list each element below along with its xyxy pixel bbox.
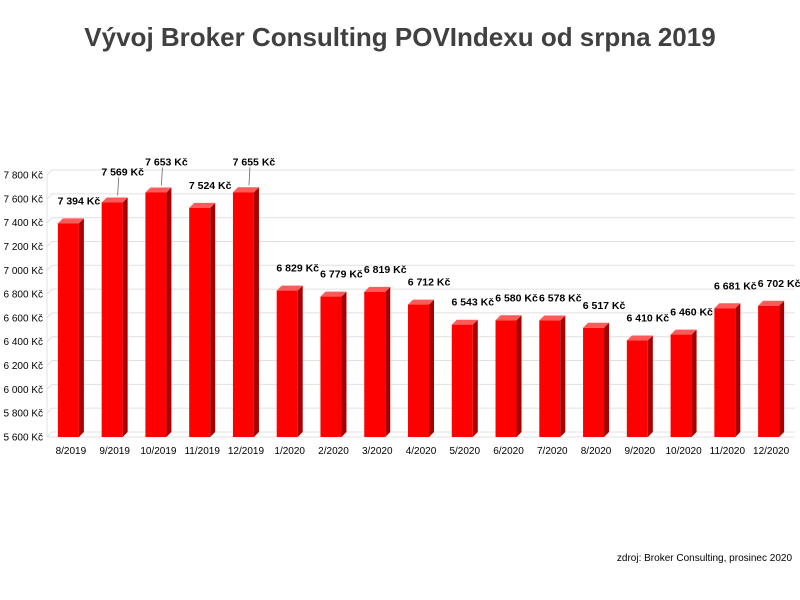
y-tick-label: 5 600 Kč bbox=[4, 433, 43, 444]
bar bbox=[714, 303, 741, 437]
y-tick-label: 6 000 Kč bbox=[4, 385, 43, 396]
x-tick-label: 7/2020 bbox=[537, 446, 568, 457]
gridline-depth bbox=[46, 360, 53, 366]
bar bbox=[408, 299, 434, 437]
data-label: 6 460 Kč bbox=[670, 307, 713, 319]
x-tick-label: 8/2020 bbox=[581, 446, 612, 457]
data-label: 6 578 Kč bbox=[539, 293, 582, 305]
x-tick-label: 11/2020 bbox=[710, 446, 746, 457]
data-label: 6 517 Kč bbox=[583, 300, 626, 312]
bars bbox=[57, 187, 785, 437]
bar bbox=[320, 291, 347, 437]
bar bbox=[276, 285, 303, 437]
data-label: 7 394 Kč bbox=[58, 195, 101, 207]
x-axis: 8/2019 9/2019 10/2019 11/2019 12/2019 1/2020 2… bbox=[56, 446, 790, 457]
data-label: 7 653 Kč bbox=[145, 157, 188, 169]
gridline-depth bbox=[46, 407, 53, 414]
bar bbox=[364, 286, 391, 437]
y-tick-label: 7 400 Kč bbox=[4, 218, 43, 229]
gridline-depth bbox=[46, 431, 53, 438]
bar bbox=[232, 187, 259, 437]
data-label: 6 410 Kč bbox=[627, 313, 670, 325]
bar bbox=[101, 197, 128, 437]
bar bbox=[626, 335, 653, 437]
data-label: 7 569 Kč bbox=[101, 167, 144, 179]
data-label: 6 681 Kč bbox=[714, 280, 757, 292]
bar bbox=[539, 315, 566, 437]
y-tick-label: 5 800 Kč bbox=[4, 409, 43, 420]
data-label: 6 819 Kč bbox=[364, 264, 407, 276]
bar bbox=[583, 322, 610, 437]
y-tick-label: 7 200 Kč bbox=[4, 242, 43, 253]
gridline-depth bbox=[46, 288, 53, 295]
bar bbox=[495, 315, 522, 437]
x-tick-label: 9/2020 bbox=[625, 446, 656, 457]
y-tick-label: 6 200 Kč bbox=[4, 361, 43, 372]
x-tick-label: 6/2020 bbox=[493, 446, 524, 457]
data-label: 6 829 Kč bbox=[276, 263, 319, 275]
y-axis: 5 600 Kč 5 800 Kč 6 000 Kč 6 200 Kč 6 400 Kč… bbox=[4, 171, 43, 444]
data-label: 6 543 Kč bbox=[451, 297, 494, 309]
gridline-depth bbox=[46, 312, 53, 319]
bar bbox=[145, 187, 172, 437]
bar bbox=[758, 300, 785, 437]
data-label: 7 524 Kč bbox=[189, 180, 232, 192]
x-tick-label: 12/2020 bbox=[753, 446, 790, 457]
data-label-leader bbox=[248, 167, 251, 186]
x-tick-label: 10/2019 bbox=[140, 446, 177, 457]
gridline-depth bbox=[46, 193, 53, 200]
x-tick-label: 4/2020 bbox=[406, 446, 437, 457]
y-tick-label: 7 000 Kč bbox=[4, 266, 43, 277]
x-tick-label: 12/2019 bbox=[228, 446, 265, 457]
gridline-depth bbox=[46, 241, 53, 247]
chart-title: Vývoj Broker Consulting POVIndexu od srp… bbox=[84, 22, 716, 52]
y-tick-label: 7 600 Kč bbox=[4, 194, 43, 205]
x-tick-label: 9/2019 bbox=[99, 446, 130, 457]
data-label-leader bbox=[117, 177, 120, 196]
x-tick-label: 1/2020 bbox=[274, 446, 305, 457]
gridline-depth bbox=[46, 169, 53, 176]
data-labels: 7 394 Kč 7 569 Kč7 653 Kč7 524 Kč7 655 Kč… bbox=[58, 156, 800, 324]
x-tick-label: 8/2019 bbox=[56, 446, 87, 457]
x-tick-label: 10/2020 bbox=[666, 446, 703, 457]
y-tick-label: 6 400 Kč bbox=[4, 337, 43, 348]
bar bbox=[670, 329, 697, 437]
x-tick-label: 2/2020 bbox=[318, 446, 349, 457]
y-tick-label: 6 600 Kč bbox=[4, 313, 43, 324]
gridline-depth bbox=[46, 217, 53, 223]
gridline-depth bbox=[46, 264, 53, 271]
y-tick-label: 7 800 Kč bbox=[4, 171, 43, 182]
data-label: 6 580 Kč bbox=[495, 292, 538, 304]
source-note: zdroj: Broker Consulting, prosinec 2020 bbox=[616, 553, 792, 564]
gridline-depth bbox=[46, 336, 53, 343]
bar bbox=[57, 218, 84, 437]
bar bbox=[451, 319, 478, 437]
data-label-leader bbox=[161, 167, 163, 186]
data-label: 7 655 Kč bbox=[233, 156, 276, 168]
bar bbox=[189, 202, 216, 437]
x-tick-label: 3/2020 bbox=[362, 446, 393, 457]
gridline-depth bbox=[46, 384, 53, 390]
data-label: 6 702 Kč bbox=[758, 278, 800, 290]
y-tick-label: 6 800 Kč bbox=[4, 290, 43, 301]
x-tick-label: 11/2019 bbox=[184, 446, 220, 457]
data-label: 6 712 Kč bbox=[408, 277, 451, 289]
data-label: 6 779 Kč bbox=[320, 269, 363, 281]
x-tick-label: 5/2020 bbox=[449, 446, 480, 457]
